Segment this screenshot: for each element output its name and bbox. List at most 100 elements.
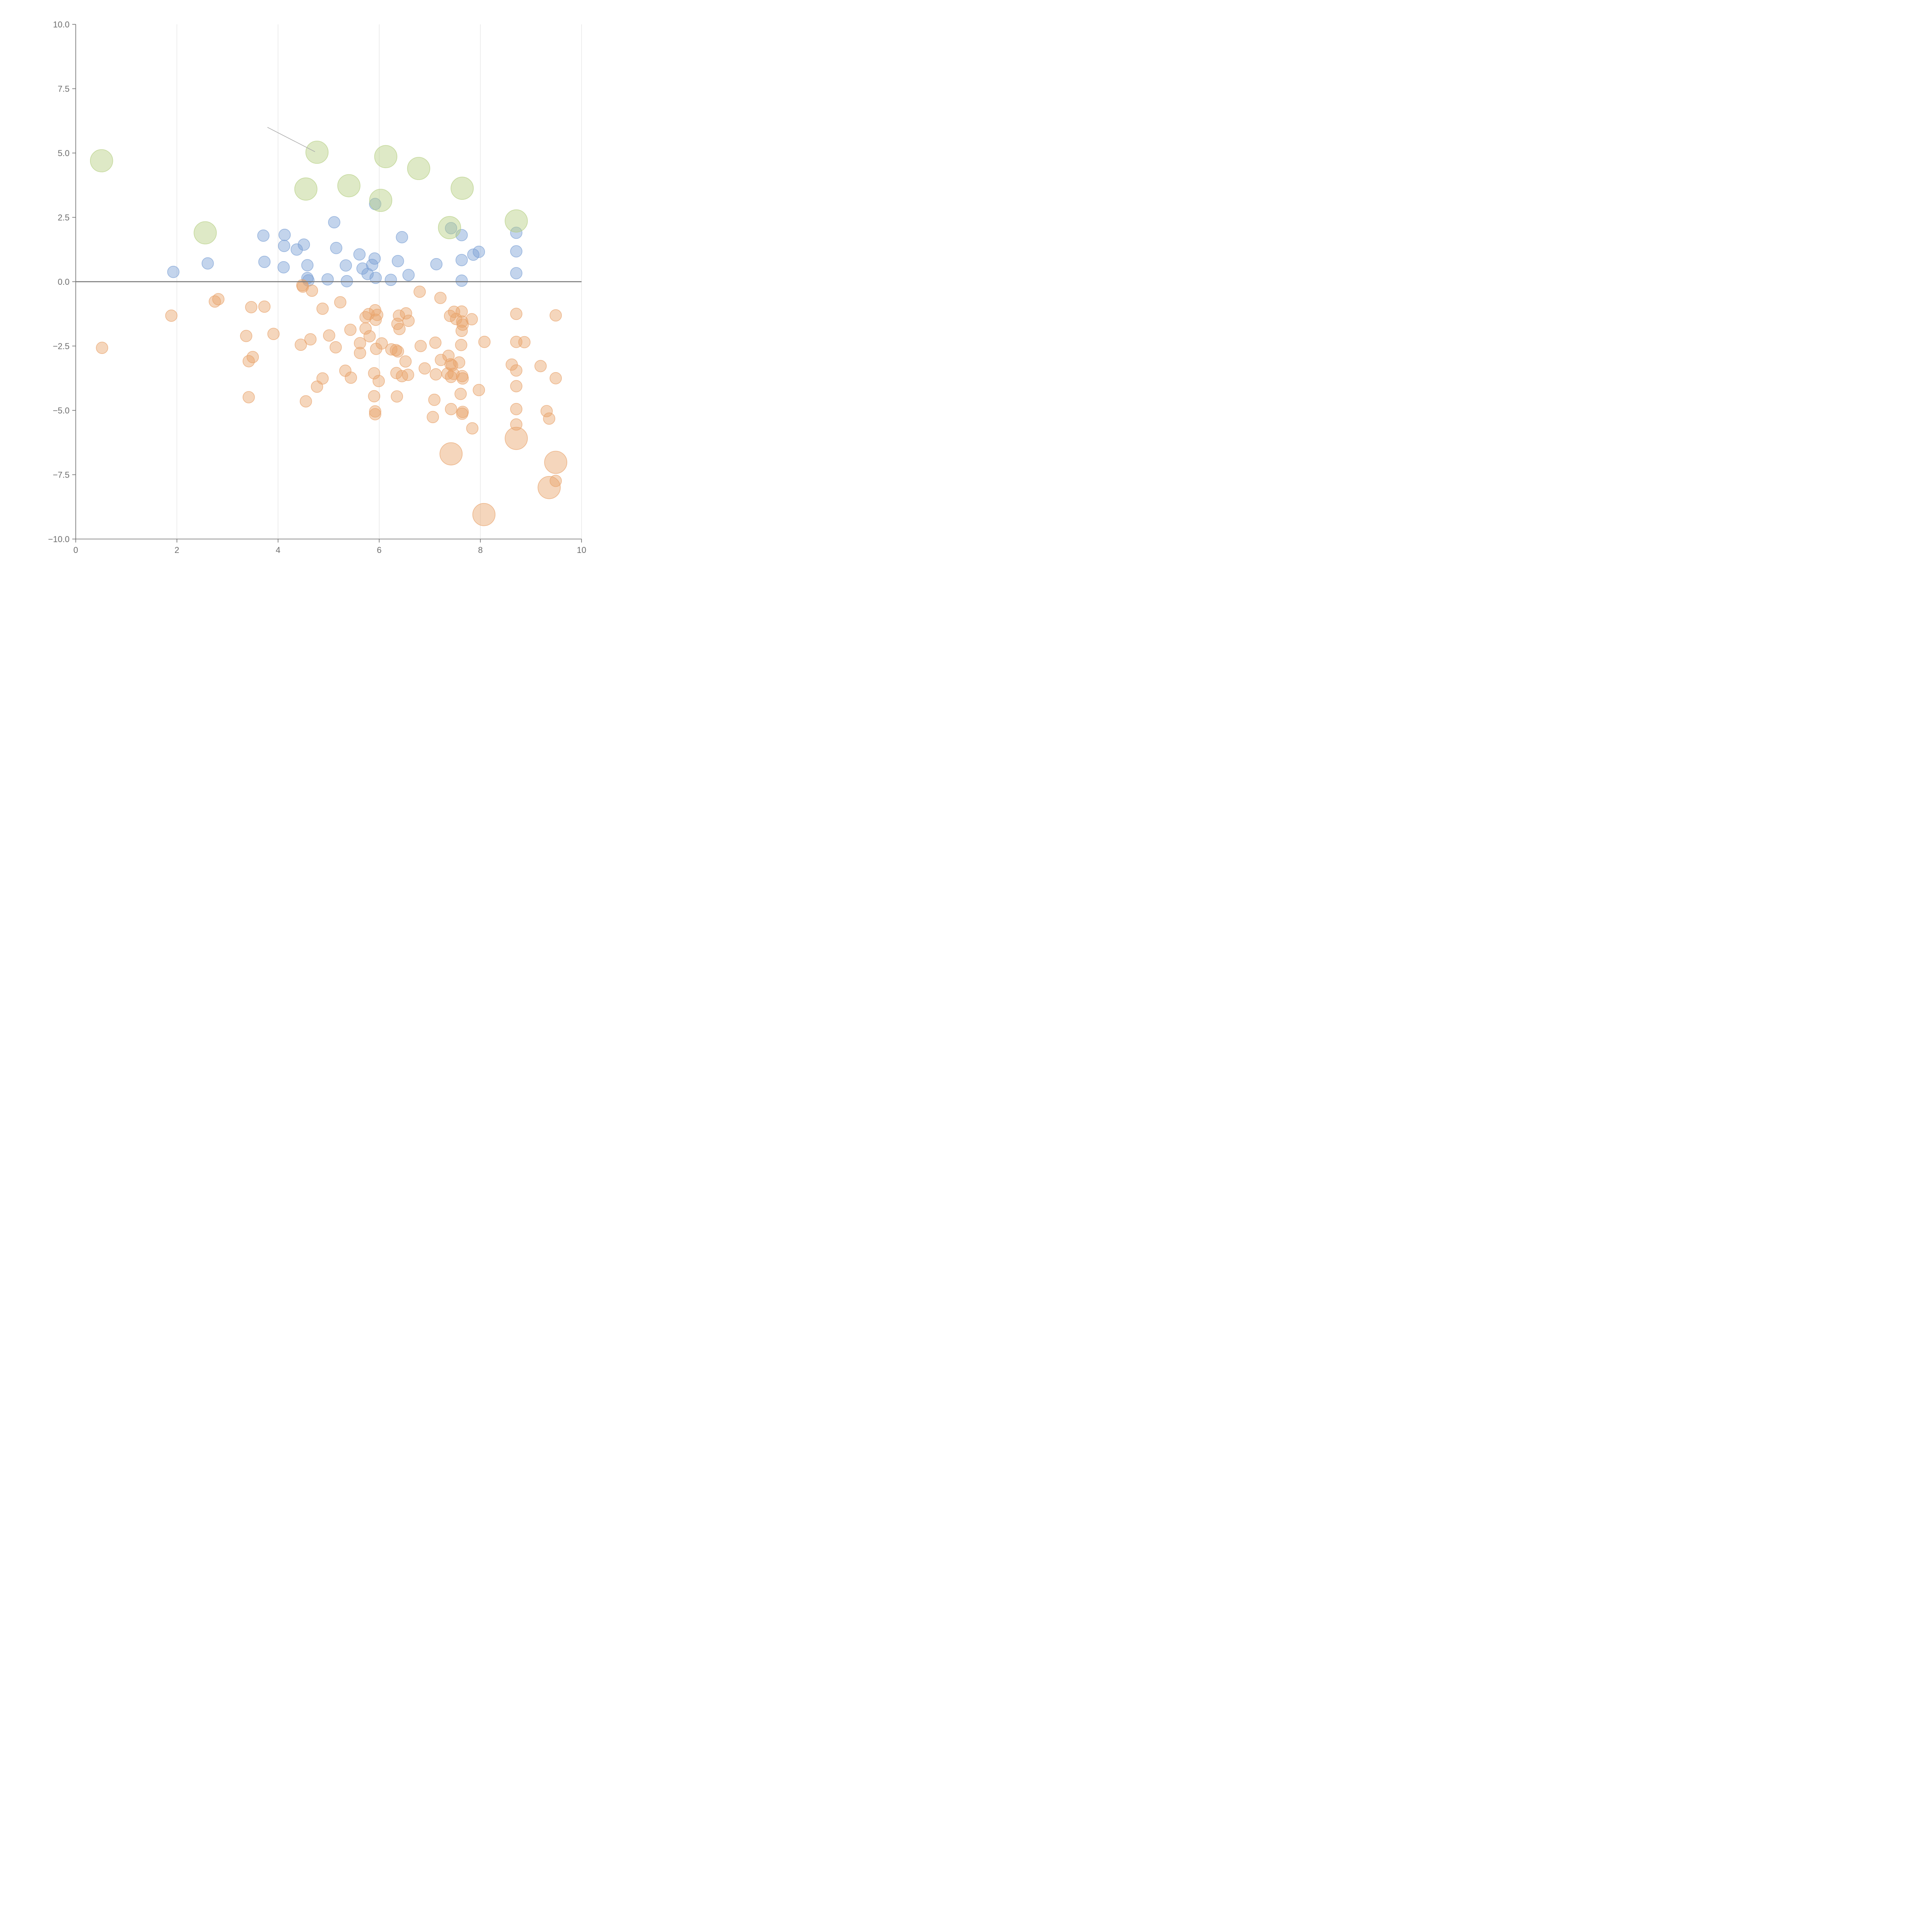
data-point <box>304 333 317 346</box>
data-point <box>407 157 430 180</box>
scatter-chart: 10.0 7.5 5.0 2.5 0.0 −2.5 −5.0 −7.5 −10.00 2 4 6 8 10 <box>48 20 586 555</box>
x-tick-label: 2 <box>175 545 179 555</box>
x-tick-label: 8 <box>478 545 483 555</box>
data-point <box>258 255 271 268</box>
data-point <box>257 229 270 242</box>
data-point <box>194 221 217 245</box>
data-point <box>389 344 402 357</box>
data-point <box>344 323 357 336</box>
data-point <box>445 403 457 415</box>
y-tick-label: 2.5 <box>58 213 70 223</box>
data-point <box>363 330 376 343</box>
data-point <box>549 372 562 384</box>
data-point <box>414 340 427 352</box>
data-point <box>374 145 398 168</box>
data-point <box>396 231 408 243</box>
data-point <box>456 274 468 287</box>
data-point <box>328 216 340 229</box>
data-point <box>428 393 440 406</box>
data-point <box>402 369 414 381</box>
data-point <box>372 375 385 387</box>
data-point <box>370 342 383 355</box>
y-tick-label: 0.0 <box>58 277 70 287</box>
data-point <box>296 280 309 293</box>
data-point <box>258 300 271 313</box>
data-point <box>329 341 342 354</box>
data-point <box>306 284 318 297</box>
data-point <box>456 254 468 266</box>
data-point <box>345 371 357 384</box>
x-tick-label: 4 <box>276 545 280 555</box>
data-point <box>369 272 382 284</box>
data-point <box>543 412 555 425</box>
data-point <box>294 338 307 351</box>
data-point <box>510 364 522 377</box>
data-point <box>391 390 403 403</box>
data-point <box>473 245 485 258</box>
data-point <box>277 261 290 274</box>
data-point <box>510 403 522 415</box>
series-positive-small <box>167 198 522 287</box>
data-point <box>456 407 468 420</box>
series-positive-large <box>90 141 528 245</box>
data-point <box>278 240 291 252</box>
data-point <box>369 189 393 212</box>
data-point <box>359 322 372 335</box>
data-point <box>534 360 547 372</box>
data-point <box>430 368 442 381</box>
data-point <box>393 323 406 335</box>
data-point <box>291 243 303 256</box>
data-point <box>267 328 280 340</box>
data-point <box>247 351 259 363</box>
data-point <box>402 269 415 281</box>
data-point <box>245 301 258 313</box>
data-point <box>392 345 404 358</box>
data-point <box>371 309 384 321</box>
series-negative-small <box>96 279 562 487</box>
y-tick-label: 7.5 <box>58 84 70 94</box>
data-point <box>439 442 463 466</box>
data-point <box>456 229 468 242</box>
data-point <box>201 257 214 270</box>
data-point <box>402 315 415 327</box>
data-point <box>510 308 522 320</box>
bubble-layer <box>90 141 567 526</box>
x-tick-label: 6 <box>377 545 381 555</box>
data-point <box>445 371 457 383</box>
data-point <box>240 330 252 342</box>
data-point <box>301 259 314 272</box>
data-point <box>354 337 366 350</box>
data-point <box>454 388 467 400</box>
data-point <box>510 380 522 393</box>
data-point <box>453 356 465 369</box>
data-point <box>384 274 397 286</box>
data-point <box>510 226 522 239</box>
data-point <box>385 343 398 356</box>
data-point <box>451 177 474 200</box>
data-point <box>298 238 310 251</box>
data-point <box>466 422 479 435</box>
data-point <box>456 315 468 328</box>
data-point <box>353 248 366 261</box>
data-point <box>455 338 468 351</box>
series-negative-large <box>439 427 567 526</box>
data-point <box>549 474 562 487</box>
data-point <box>478 335 491 348</box>
data-point <box>368 367 381 379</box>
data-point <box>316 303 329 315</box>
data-point <box>390 367 403 379</box>
data-point <box>209 295 221 308</box>
data-point <box>369 313 382 326</box>
x-tick-label: 10 <box>577 545 586 555</box>
data-point <box>456 318 469 331</box>
data-point <box>299 395 312 408</box>
data-point <box>456 325 468 337</box>
data-point <box>212 293 224 306</box>
data-point <box>368 390 381 403</box>
data-point <box>311 380 323 393</box>
data-point <box>392 255 404 267</box>
data-point <box>369 405 381 418</box>
data-point <box>518 336 531 349</box>
data-point <box>544 451 567 474</box>
data-point <box>445 222 457 235</box>
